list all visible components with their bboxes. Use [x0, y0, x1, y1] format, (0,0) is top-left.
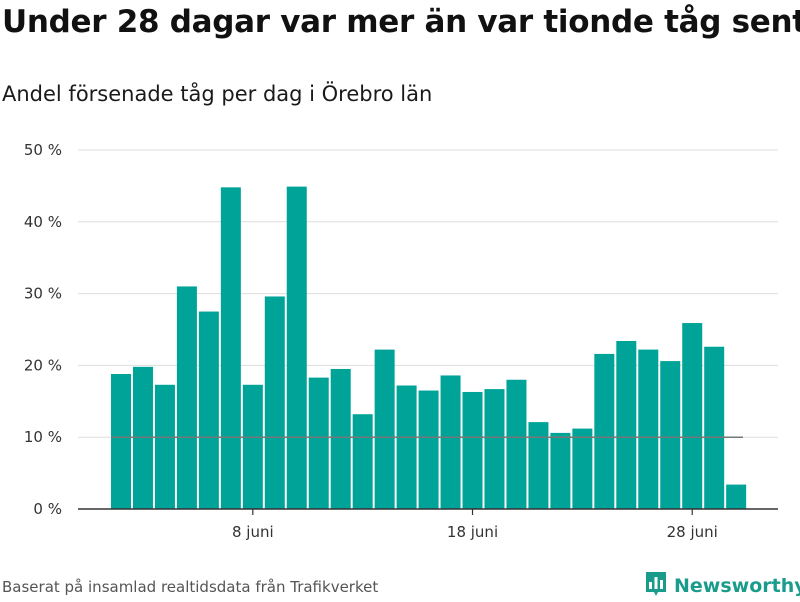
- bar: [220, 187, 241, 509]
- bar: [638, 349, 659, 509]
- y-tick-label: 30 %: [24, 285, 62, 303]
- y-tick-label: 40 %: [24, 213, 62, 231]
- bar: [704, 346, 725, 509]
- bar: [242, 384, 263, 509]
- axes: 0 % 10 % 20 % 30 % 40 % 50 % 8 juni 18 juni 28 j…: [24, 141, 778, 541]
- chart-title: Under 28 dagar var mer än var tionde tåg…: [2, 4, 800, 40]
- bar: [726, 484, 747, 509]
- x-tick-label: 28 juni: [667, 523, 718, 541]
- bar: [572, 428, 593, 509]
- chart-subtitle: Andel försenade tåg per dag i Örebro län: [2, 82, 433, 106]
- bar: [616, 340, 637, 509]
- bar: [374, 349, 395, 509]
- bar: [594, 353, 615, 509]
- bar: [484, 389, 505, 509]
- bar: [286, 186, 307, 510]
- bar: [396, 385, 417, 509]
- bar: [264, 296, 285, 509]
- bars: [111, 186, 747, 510]
- y-tick-label: 10 %: [24, 428, 62, 446]
- y-tick-label: 0 %: [33, 500, 62, 518]
- bar: [462, 391, 483, 509]
- bar: [111, 374, 131, 509]
- x-tick-label: 8 juni: [232, 523, 274, 541]
- source-note: Baserat på insamlad realtidsdata från Tr…: [2, 578, 379, 596]
- bar: [550, 432, 571, 509]
- bar: [682, 323, 703, 509]
- brand-name: Newsworthy: [674, 575, 800, 597]
- bar-chart-logo-icon: [644, 570, 668, 602]
- y-tick-label: 50 %: [24, 141, 62, 159]
- bar: [418, 390, 439, 509]
- bar: [528, 422, 549, 509]
- x-tick-label: 18 juni: [447, 523, 498, 541]
- bar: [330, 368, 351, 509]
- bar: [176, 286, 197, 509]
- bar: [440, 375, 461, 509]
- bar: [308, 377, 329, 509]
- bar: [198, 311, 219, 509]
- bar: [506, 379, 527, 509]
- bar-chart: 0 % 10 % 20 % 30 % 40 % 50 % 8 juni 18 juni 28 j…: [24, 141, 778, 541]
- newsworthy-logo[interactable]: Newsworthy: [644, 570, 800, 602]
- y-tick-label: 20 %: [24, 356, 62, 374]
- bar: [352, 414, 373, 509]
- bar: [660, 361, 681, 509]
- bar: [154, 384, 175, 509]
